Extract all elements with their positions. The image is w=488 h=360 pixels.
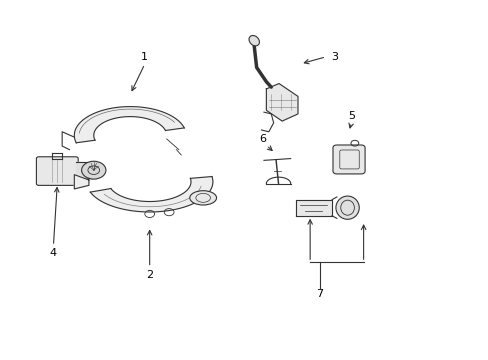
Text: 6: 6: [259, 134, 266, 144]
Polygon shape: [295, 200, 331, 216]
Ellipse shape: [189, 191, 216, 205]
Polygon shape: [74, 175, 89, 189]
Text: 3: 3: [330, 52, 337, 62]
Text: 4: 4: [50, 248, 57, 258]
Polygon shape: [76, 162, 94, 178]
Polygon shape: [74, 107, 184, 143]
Ellipse shape: [335, 196, 359, 219]
Polygon shape: [90, 176, 212, 212]
FancyBboxPatch shape: [36, 157, 78, 185]
Text: 2: 2: [146, 270, 153, 280]
Circle shape: [81, 161, 106, 179]
Text: 5: 5: [347, 111, 354, 121]
Ellipse shape: [248, 36, 259, 46]
Text: 1: 1: [141, 52, 148, 62]
FancyBboxPatch shape: [332, 145, 365, 174]
Text: 7: 7: [316, 289, 323, 299]
Polygon shape: [266, 84, 297, 121]
